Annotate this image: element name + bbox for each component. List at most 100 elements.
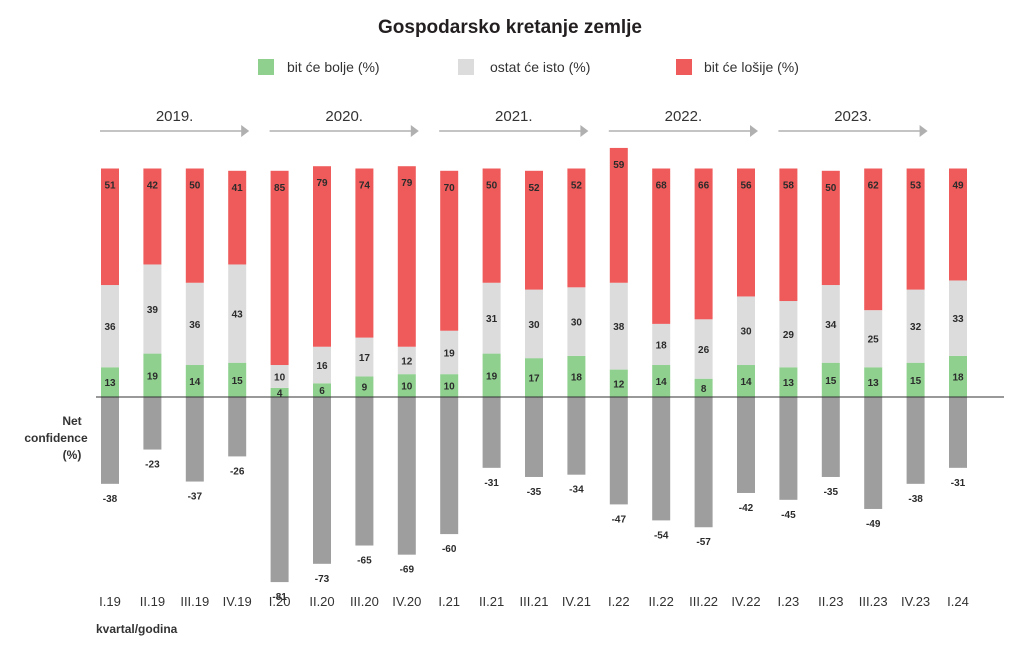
bar-worse [567,168,586,288]
value-label-worse: 42 [147,181,159,192]
bar-worse [821,170,840,286]
bar-better [440,374,459,397]
bar-same [228,264,247,363]
bar-same [270,365,289,388]
bar-same [313,346,331,384]
bar-same [694,319,713,379]
value-label-net: -23 [145,460,160,471]
value-label-better: 18 [571,372,583,383]
value-label-worse: 68 [656,181,668,192]
bar-same [101,285,119,368]
value-label-net: -35 [527,487,542,498]
value-label-same: 10 [274,372,286,383]
value-label-net: -42 [739,503,754,514]
bar-better [185,365,204,397]
bar-worse [949,168,967,281]
value-label-worse: 53 [910,181,922,192]
bar-worse [228,170,247,265]
value-label-worse: 49 [952,181,964,192]
bar-better [397,374,416,397]
value-label-same: 30 [528,320,540,331]
x-tick-label: II.23 [818,594,843,609]
x-tick-label: II.20 [309,594,334,609]
bar-net-confidence [313,397,331,564]
year-arrow-head [750,125,758,137]
bar-better [864,367,883,397]
bar-net-confidence [228,397,247,457]
value-label-net: -38 [908,494,923,505]
bar-same [355,337,374,377]
value-label-better: 4 [277,388,283,399]
legend-label-worse: bit će lošije (%) [704,59,799,75]
value-label-better: 12 [613,379,625,390]
x-tick-label: III.22 [689,594,718,609]
bar-worse [313,166,331,347]
bar-net-confidence [525,397,543,477]
year-arrow-head [410,125,419,137]
value-label-better: 13 [868,378,880,389]
legend-label-better: bit će bolje (%) [287,59,380,75]
bar-better [694,378,713,397]
value-label-net: -54 [654,530,669,541]
value-label-same: 43 [232,310,244,321]
net-confidence-label: Net [62,414,81,428]
bar-worse [440,170,459,331]
bar-net-confidence [101,397,119,484]
bar-better [779,367,798,397]
bar-same [397,346,416,375]
value-label-net: -26 [230,466,245,477]
bar-net-confidence [143,397,162,450]
value-label-better: 10 [401,382,413,393]
x-tick-label: II.21 [479,594,504,609]
value-label-worse: 85 [274,183,286,194]
bar-better [355,376,374,397]
value-label-same: 30 [740,327,752,338]
value-label-net: -45 [781,510,796,521]
value-label-worse: 59 [613,160,625,171]
bar-net-confidence [440,397,459,535]
x-tick-label: II.22 [649,594,674,609]
bar-same [143,264,162,354]
bar-same [864,310,883,368]
value-label-better: 13 [104,378,116,389]
legend-label-same: ostat će isto (%) [490,59,590,75]
bar-same [737,296,755,366]
legend-swatch-worse [676,59,692,75]
x-tick-label: III.21 [520,594,549,609]
net-confidence-label-3: (%) [63,448,82,462]
value-label-worse: 50 [825,183,837,194]
value-label-same: 12 [401,356,413,367]
value-label-better: 13 [783,378,795,389]
bar-net-confidence [694,397,713,528]
bar-better [101,367,119,397]
value-label-same: 19 [444,348,456,359]
bar-net-confidence [609,397,628,505]
value-label-better: 15 [910,376,922,387]
value-label-same: 30 [571,318,583,329]
value-label-net: -34 [569,485,584,496]
bar-same [949,280,967,356]
value-label-net: -49 [866,519,881,530]
bar-better [313,383,331,397]
bar-net-confidence [355,397,374,546]
bar-worse [355,168,374,338]
value-label-worse: 74 [359,181,371,192]
value-label-net: -57 [696,537,711,548]
x-tick-label: I.22 [608,594,630,609]
value-label-same: 16 [316,361,328,372]
bar-net-confidence [397,397,416,555]
bar-worse [609,147,628,283]
bar-worse [906,168,925,290]
bar-same [440,330,459,375]
value-label-worse: 56 [740,181,752,192]
bar-worse [864,168,883,311]
value-label-worse: 50 [189,181,201,192]
year-arrow-head [919,125,928,137]
value-label-same: 18 [656,340,668,351]
value-label-same: 36 [189,320,201,331]
bar-better [525,358,543,397]
x-tick-label: II.19 [140,594,165,609]
value-label-net: -69 [400,565,415,576]
value-label-better: 19 [147,371,159,382]
value-label-net: -47 [612,514,627,525]
